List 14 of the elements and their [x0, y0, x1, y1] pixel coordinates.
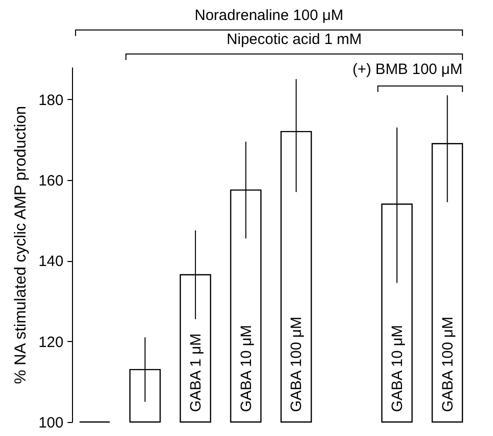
x-tick-label: GABA 1 μM — [187, 333, 204, 412]
x-tick-label: GABA 10 μM — [238, 324, 255, 412]
annotation: (+) BMB 100 μM — [352, 61, 462, 78]
x-tick-label: GABA 100 μM — [439, 316, 456, 412]
y-tick-label: 100 — [38, 414, 64, 432]
y-tick-label: 120 — [38, 334, 64, 351]
text: Noradrenaline 100 μM — [194, 7, 344, 24]
y-tick-label: 140 — [38, 253, 64, 270]
y-tick-label: 160 — [38, 172, 64, 190]
text: Nipecotic acid 1 mM — [226, 31, 362, 48]
y-axis-title: % NA stimulated cyclic AMP production — [12, 106, 30, 384]
y-tick-label: 180 — [38, 92, 64, 109]
x-tick-label: GABA 100 μM — [288, 316, 306, 412]
x-tick-label: GABA 10 μM — [388, 324, 406, 412]
